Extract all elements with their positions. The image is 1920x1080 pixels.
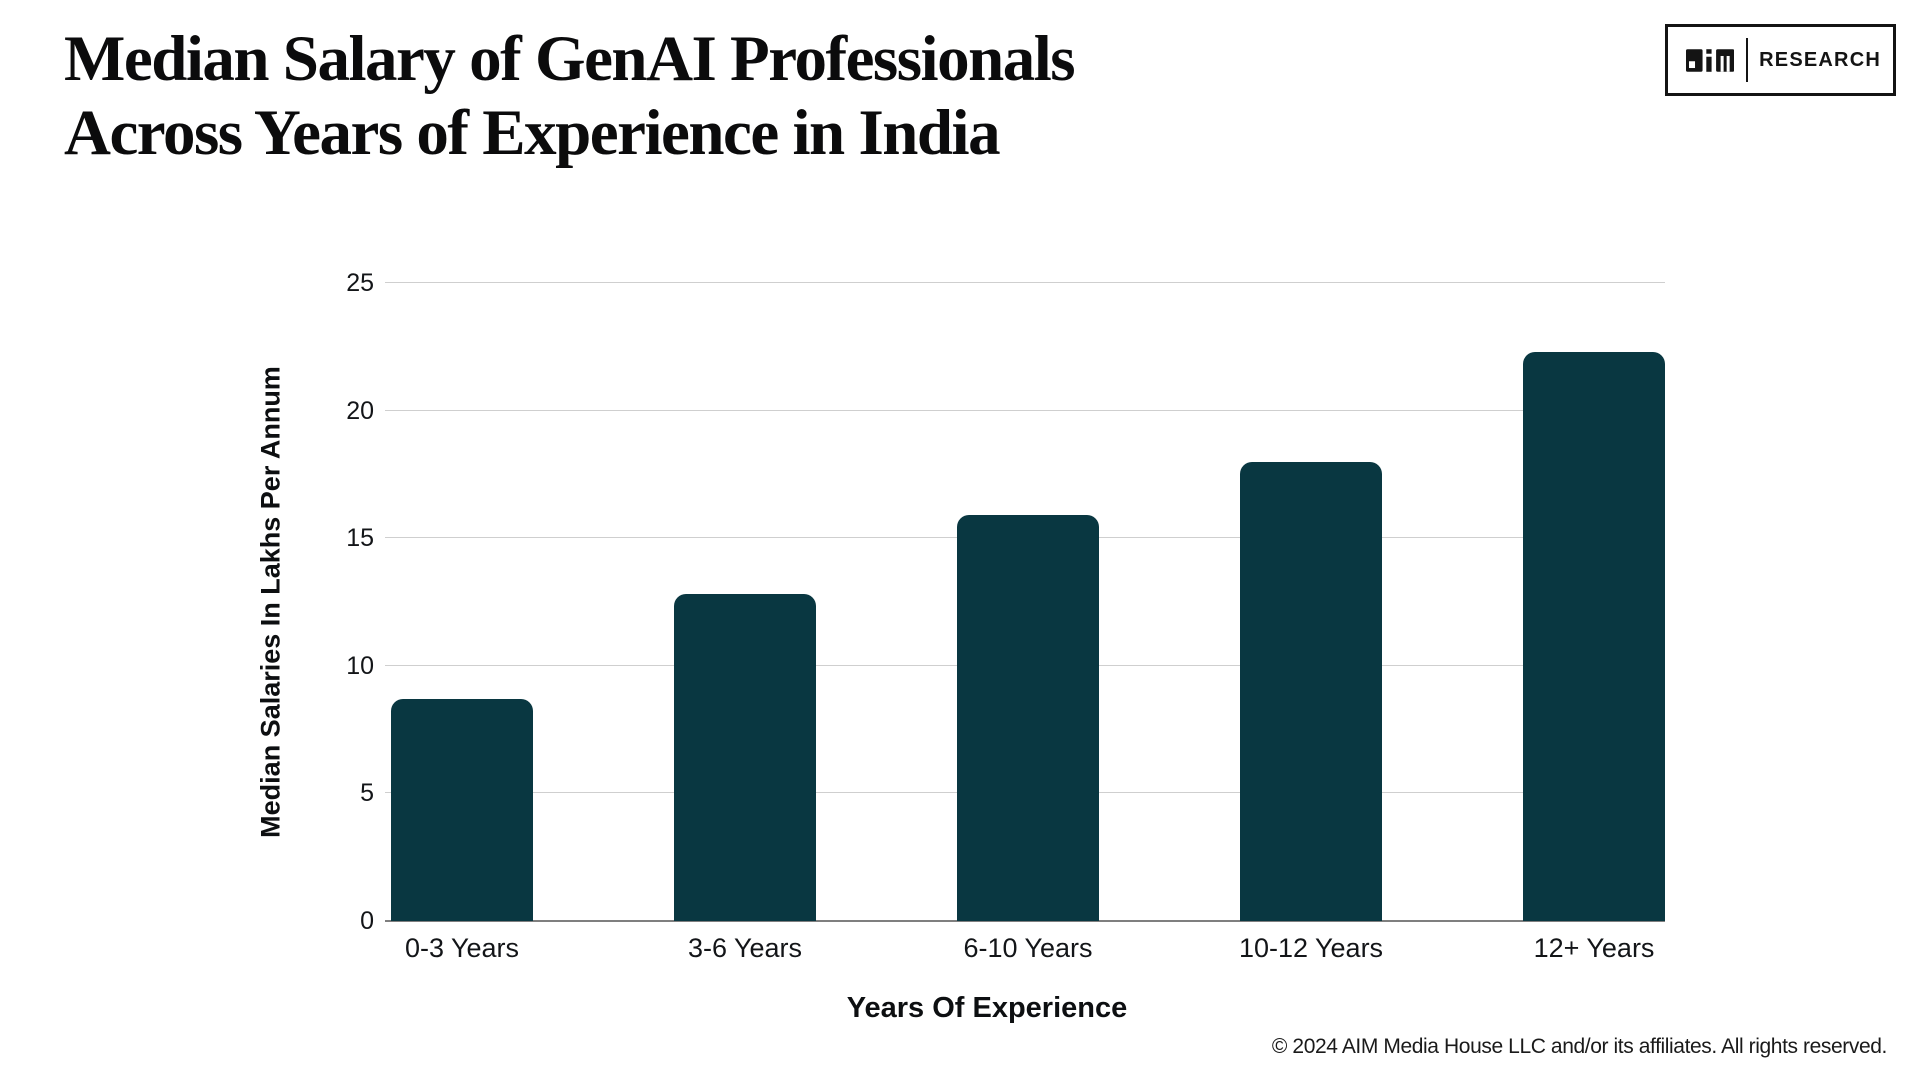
x-axis-line — [385, 920, 1665, 922]
y-tick-label-25: 25 — [346, 269, 374, 297]
y-tick-label-10: 10 — [346, 651, 374, 680]
chart-title: Median Salary of GenAI Professionals Acro… — [64, 22, 1464, 170]
gridline-25 — [385, 282, 1665, 283]
y-axis-title: Median Salaries In Lakhs Per Annum — [255, 366, 286, 838]
gridline-20 — [385, 409, 1665, 411]
x-tick-label-12-years: 12+ Years — [1533, 933, 1655, 963]
x-axis-title: Years Of Experience — [846, 992, 1128, 1024]
logo-research-text: RESEARCH — [1759, 48, 1881, 71]
y-tick-label-0: 0 — [360, 907, 374, 935]
logo-divider — [1746, 38, 1749, 82]
bar-10-12-years — [1240, 461, 1382, 921]
x-tick-label-10-12-years: 10-12 Years — [1238, 933, 1384, 963]
y-tick-label-15: 15 — [346, 524, 374, 553]
y-tick-label-5: 5 — [360, 779, 374, 808]
chart-title-line2: Across Years of Experience in India — [64, 97, 1001, 170]
x-tick-label-0-3-years: 0-3 Years — [404, 933, 520, 963]
bar-3-6-years — [674, 594, 816, 921]
bar-0-3-years — [391, 698, 533, 921]
aim-logo-icon — [1686, 48, 1735, 72]
y-tick-label-20: 20 — [346, 396, 374, 425]
bar-12-years — [1523, 351, 1665, 921]
chart-title-line1: Median Salary of GenAI Professionals — [64, 23, 1076, 95]
plot-area — [385, 282, 1665, 922]
x-tick-label-3-6-years: 3-6 Years — [687, 933, 803, 963]
bar-6-10-years — [957, 515, 1099, 921]
copyright-text: © 2024 AIM Media House LLC and/or its af… — [1271, 1035, 1887, 1058]
x-tick-label-6-10-years: 6-10 Years — [963, 933, 1093, 963]
aim-research-logo: RESEARCH — [1665, 24, 1896, 96]
